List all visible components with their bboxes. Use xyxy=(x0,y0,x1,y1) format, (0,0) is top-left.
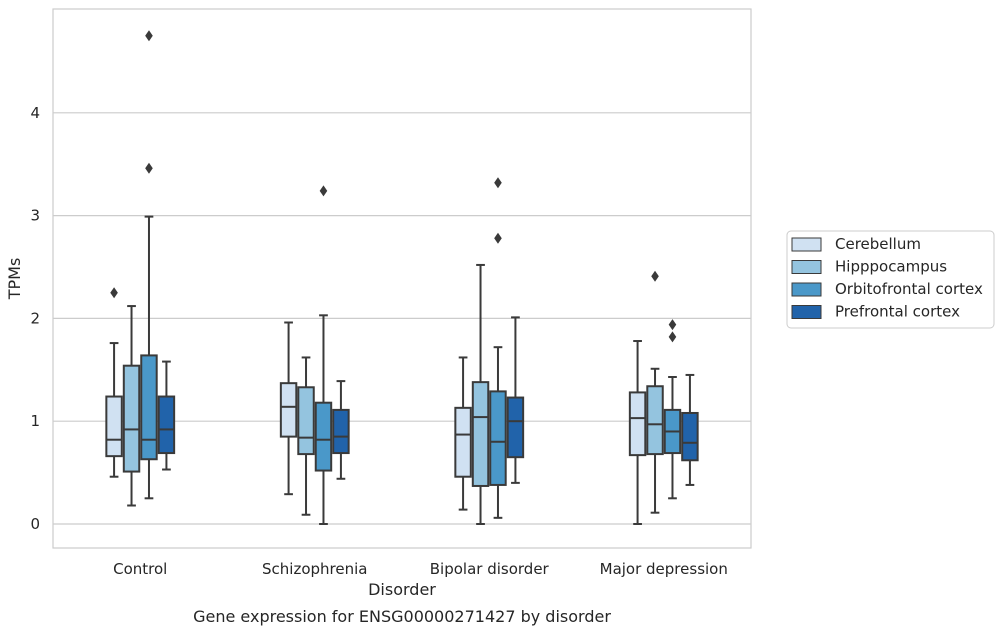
outlier-point xyxy=(319,185,328,197)
outlier-point xyxy=(145,30,153,42)
box-body xyxy=(157,395,176,455)
legend-label: Hipppocampus xyxy=(835,258,947,276)
box-2-3 xyxy=(506,316,525,484)
x-tick-labels: Control Schizophrenia Bipolar disorder Majo… xyxy=(113,560,728,578)
x-tick-label-3: Major depression xyxy=(600,560,728,578)
legend-item-0: Cerebellum xyxy=(791,235,921,253)
box-0-3 xyxy=(157,360,176,471)
box-2-2 xyxy=(489,177,507,519)
box-body xyxy=(471,381,490,487)
outlier-point xyxy=(668,319,677,331)
outlier-point xyxy=(494,177,502,189)
box-body xyxy=(681,411,699,462)
x-axis-label: Disorder xyxy=(368,580,436,599)
box-body xyxy=(122,364,141,473)
y-axis-label: TPMs xyxy=(5,258,24,301)
boxes xyxy=(105,30,699,525)
box-body xyxy=(646,385,664,456)
box-3-2 xyxy=(663,319,682,500)
legend-label: Cerebellum xyxy=(835,235,921,253)
x-tick-label-2: Bipolar disorder xyxy=(430,560,550,578)
box-1-0 xyxy=(279,321,298,496)
box-2-0 xyxy=(454,356,472,511)
box-3-1 xyxy=(646,270,664,514)
legend-swatch xyxy=(791,282,822,297)
legend-swatch xyxy=(791,260,822,274)
box-0-1 xyxy=(122,305,141,507)
legend-item-3: Prefrontal cortex xyxy=(791,303,960,321)
x-tick-label-0: Control xyxy=(113,560,167,578)
legend-swatch xyxy=(791,305,822,319)
legend-label: Orbitofrontal cortex xyxy=(835,280,983,298)
x-tick-label-1: Schizophrenia xyxy=(262,560,367,578)
box-1-3 xyxy=(332,380,350,480)
box-2-1 xyxy=(471,263,490,525)
box-body xyxy=(454,406,472,478)
outlier-point xyxy=(110,287,118,299)
legend-item-1: Hipppocampus xyxy=(791,258,947,276)
outlier-point xyxy=(145,162,153,174)
legend-swatch xyxy=(791,237,822,252)
box-body xyxy=(314,401,333,472)
box-body xyxy=(140,354,158,461)
box-3-0 xyxy=(628,340,647,525)
box-body xyxy=(506,396,525,459)
box-1-2 xyxy=(314,185,333,525)
outlier-point xyxy=(668,331,677,343)
box-0-0 xyxy=(105,287,123,478)
legend: Cerebellum Hipppocampus Orbitofrontal cort… xyxy=(786,230,995,329)
plot-area-frame xyxy=(52,8,752,549)
box-body xyxy=(332,408,350,455)
box-body xyxy=(489,390,507,486)
box-body xyxy=(297,386,315,456)
y-tick-label-3: 3 xyxy=(30,207,40,225)
grid-lines xyxy=(53,112,751,525)
outlier-point xyxy=(651,270,659,282)
legend-item-2: Orbitofrontal cortex xyxy=(791,280,983,298)
y-tick-label-1: 1 xyxy=(30,412,40,430)
box-1-1 xyxy=(297,356,315,516)
chart-caption: Gene expression for ENSG00000271427 by d… xyxy=(193,607,611,626)
y-tick-label-2: 2 xyxy=(30,309,40,327)
box-body xyxy=(105,395,123,458)
legend-frame xyxy=(786,230,995,329)
box-3-3 xyxy=(681,373,699,486)
box-body xyxy=(279,382,298,438)
y-tick-label-0: 0 xyxy=(30,515,40,533)
outlier-point xyxy=(494,232,502,244)
y-tick-label-4: 4 xyxy=(30,104,40,122)
box-body xyxy=(628,391,647,457)
y-tick-labels: 0 1 2 3 4 xyxy=(30,104,40,533)
box-0-2 xyxy=(140,30,158,500)
legend-label: Prefrontal cortex xyxy=(835,303,960,321)
